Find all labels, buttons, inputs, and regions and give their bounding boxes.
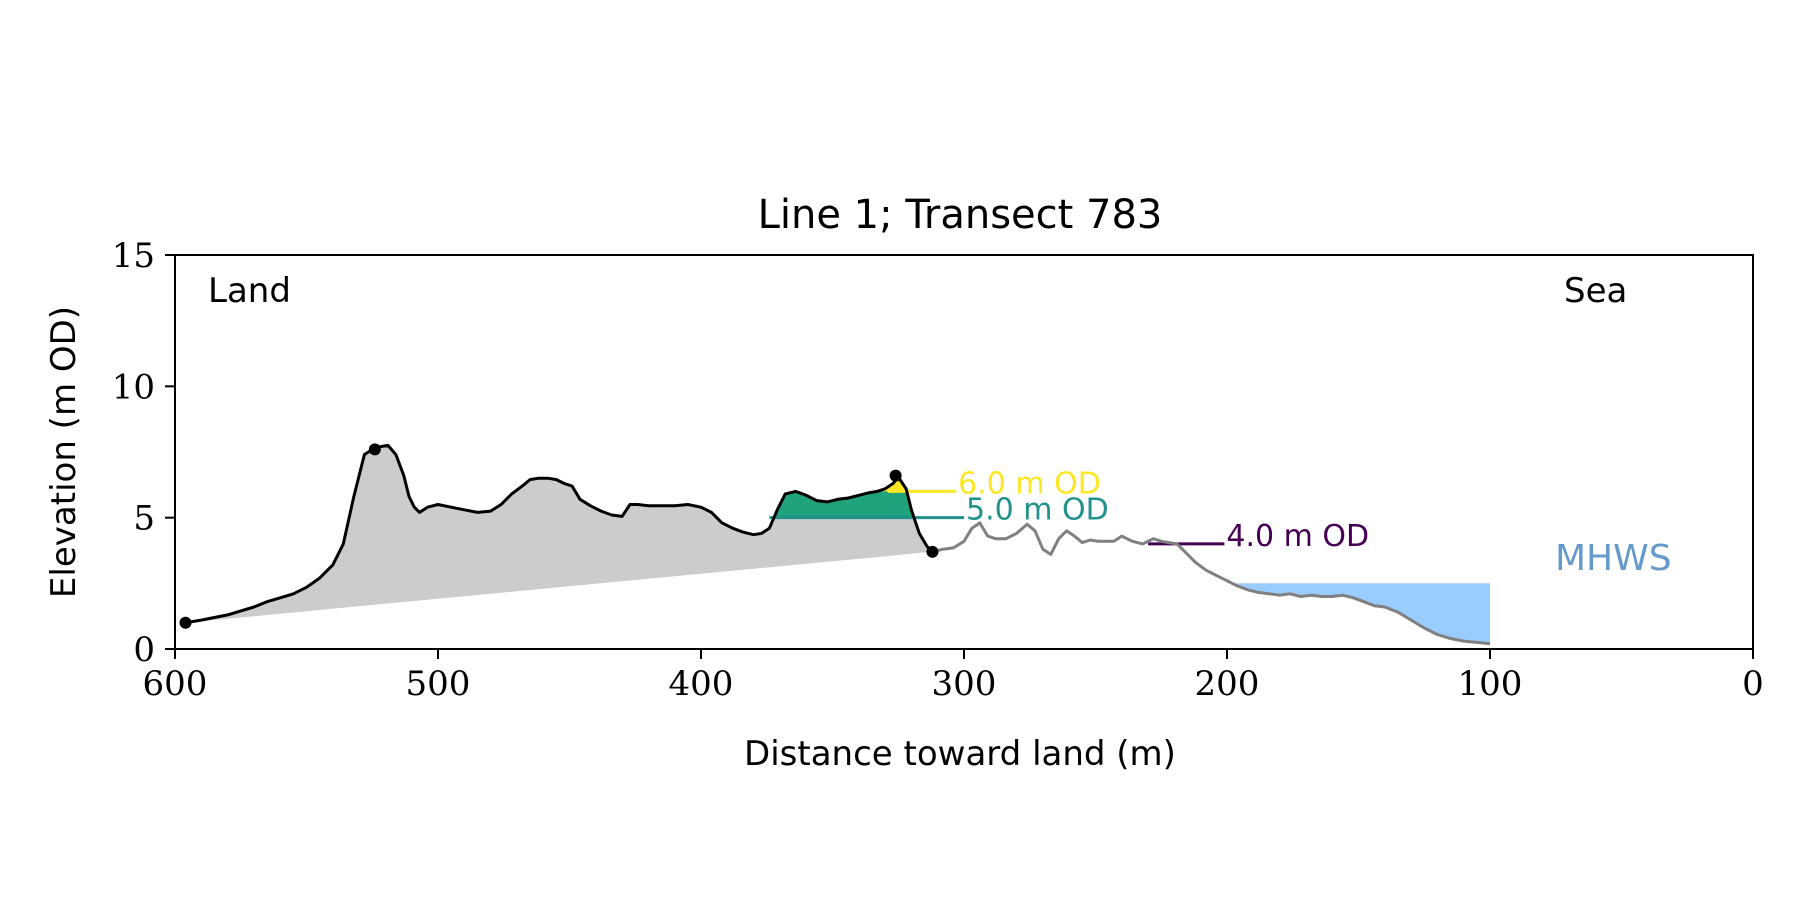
land-annotation: Land <box>208 271 291 311</box>
mhws-water-area <box>1227 580 1490 644</box>
level-5-label: 5.0 m OD <box>966 493 1109 528</box>
y-tick-label: 0 <box>133 630 155 670</box>
level-5-fill <box>776 477 914 518</box>
x-tick-label: 600 <box>143 664 208 704</box>
mhws-annotation: MHWS <box>1555 538 1672 579</box>
x-tick-label: 400 <box>669 664 734 704</box>
x-axis-ticks: 600 500 400 300 200 100 0 <box>143 649 1764 704</box>
y-axis-ticks: 0 5 10 15 <box>112 236 175 670</box>
dune-marker-3 <box>889 469 902 482</box>
sea-annotation: Sea <box>1564 271 1627 311</box>
marker-layer <box>179 443 939 629</box>
x-tick-label: 0 <box>1742 664 1764 704</box>
chart-title: Line 1; Transect 783 <box>758 192 1163 238</box>
level-6-label: 6.0 m OD <box>958 466 1101 501</box>
x-tick-label: 200 <box>1195 664 1260 704</box>
dune-area <box>185 445 933 623</box>
y-tick-label: 5 <box>133 499 155 539</box>
y-axis-label: Elevation (m OD) <box>44 306 84 598</box>
level-4-label: 4.0 m OD <box>1226 519 1369 554</box>
beach-profile-line <box>932 521 1491 646</box>
dune-marker-2 <box>368 443 381 456</box>
dune-profile-line <box>185 443 934 625</box>
line-layer <box>185 443 1491 646</box>
x-axis-label: Distance toward land (m) <box>744 734 1176 774</box>
dune-marker-1 <box>179 616 192 629</box>
y-tick-label: 15 <box>112 236 155 276</box>
x-tick-label: 300 <box>932 664 997 704</box>
y-tick-label: 10 <box>112 367 155 407</box>
x-tick-label: 100 <box>1458 664 1523 704</box>
dune-marker-4 <box>926 545 939 558</box>
x-tick-label: 500 <box>406 664 471 704</box>
